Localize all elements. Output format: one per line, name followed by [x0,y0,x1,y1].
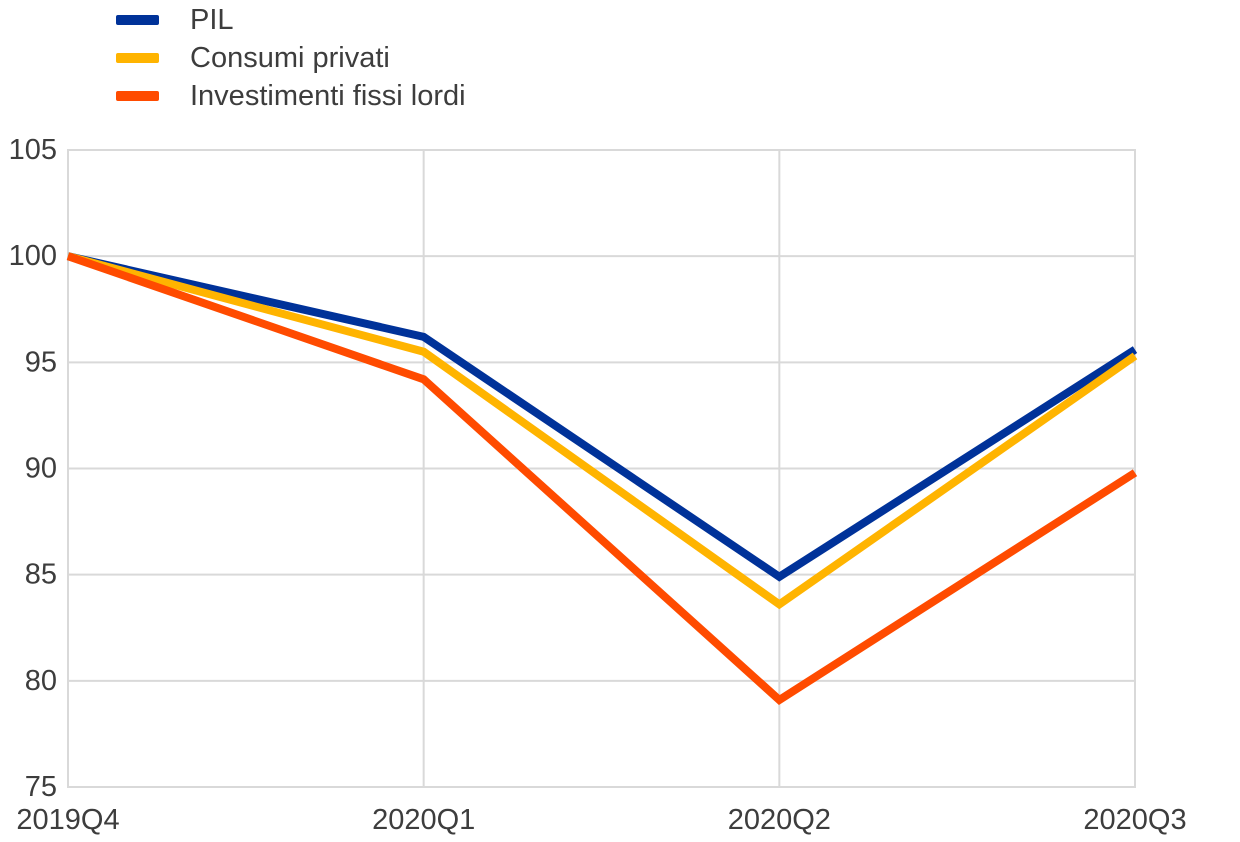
y-tick-label: 105 [9,134,57,166]
y-tick-label: 75 [25,771,57,803]
series-line-investimenti-fissi-lordi [66,252,1138,705]
legend-item: Consumi privati [116,39,466,77]
x-tick-label: 2020Q1 [372,804,475,836]
x-tick-label: 2020Q3 [1083,804,1186,836]
y-tick-label: 95 [25,346,57,378]
legend-label: PIL [190,3,234,36]
legend-item: PIL [116,1,466,39]
legend-swatch [116,91,159,101]
legend-label: Consumi privati [190,41,390,74]
y-tick-label: 85 [25,559,57,591]
legend-swatch [116,15,159,25]
plot-border [67,149,1136,788]
legend-swatch [116,53,159,63]
legend-label: Investimenti fissi lordi [190,79,466,112]
chart-legend: PIL Consumi privati Investimenti fissi l… [116,1,466,115]
x-tick-label: 2020Q2 [728,804,831,836]
y-tick-label: 100 [9,240,57,272]
y-tick-label: 90 [25,453,57,485]
series-line-pil [67,252,1138,582]
series-line-consumi-privati [66,252,1138,610]
x-tick-label: 2019Q4 [16,804,119,836]
legend-item: Investimenti fissi lordi [116,77,466,115]
y-tick-label: 80 [25,665,57,697]
